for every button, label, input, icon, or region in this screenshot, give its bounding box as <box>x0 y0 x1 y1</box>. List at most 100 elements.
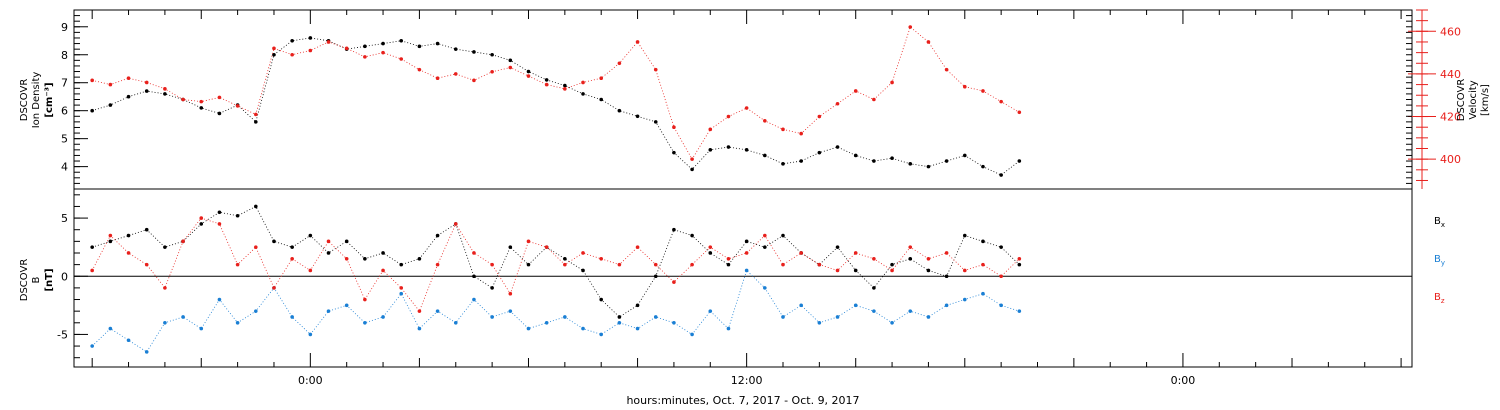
top-y2tick-label-2: 440 <box>1440 68 1461 81</box>
bx-point <box>472 274 476 279</box>
by-point <box>326 309 331 313</box>
by-point <box>617 320 622 325</box>
top-ylabel-line1: DSCOVR <box>19 79 30 122</box>
density-point <box>435 41 440 46</box>
top-ytick-label-5: 9 <box>61 21 68 34</box>
density-point <box>781 162 785 166</box>
velocity-point <box>617 61 622 66</box>
bx-point <box>381 251 385 255</box>
by-point <box>653 315 658 319</box>
velocity-point <box>563 87 567 91</box>
by-point <box>417 326 422 331</box>
bx-point <box>163 245 167 249</box>
bz-point <box>599 257 604 261</box>
density-point <box>526 69 531 74</box>
velocity-point <box>417 67 422 72</box>
top-panel-frame <box>73 9 1413 190</box>
density-point <box>817 150 822 155</box>
by-point <box>999 303 1003 308</box>
top-panel: 4 5 6 7 8 9 400 420 440 460 DSCOVR Ion Density [… <box>19 9 1491 190</box>
by-point <box>108 326 113 331</box>
bz-point <box>563 262 567 267</box>
velocity-point <box>744 106 749 110</box>
by-point <box>381 315 385 319</box>
bx-point <box>217 210 222 215</box>
legend-bz: Bz <box>1434 292 1445 305</box>
top-ytick-label-3: 7 <box>61 77 68 90</box>
by-point <box>672 320 676 325</box>
bz-point <box>163 286 167 290</box>
legend: Bx By Bz <box>1434 216 1445 305</box>
bx-series-line <box>92 205 1020 318</box>
bz-point <box>981 262 985 267</box>
by-point <box>363 320 367 325</box>
bz-point <box>926 257 931 261</box>
top-ytick-label-2: 6 <box>61 105 68 118</box>
top-minor-ticks <box>74 15 1412 184</box>
by-point <box>308 332 313 337</box>
by-point <box>526 326 531 331</box>
top-y2label-line1: DSCOVR <box>1456 79 1467 122</box>
density-point <box>399 38 404 43</box>
top-y2label-line3: [km/s] <box>1480 84 1491 116</box>
x-axis-title: hours:minutes, Oct. 7, 2017 - Oct. 9, 20… <box>626 394 859 407</box>
density-point <box>708 148 713 152</box>
density-point <box>144 89 149 93</box>
bx-point <box>981 239 985 244</box>
bottom-ytick-label-1: 0 <box>61 270 68 283</box>
velocity-point <box>199 99 204 104</box>
density-point <box>726 145 731 149</box>
velocity-point <box>599 76 604 80</box>
top-ytick-label-1: 5 <box>61 133 68 146</box>
velocity-point <box>962 84 967 89</box>
bz-point <box>217 222 222 226</box>
legend-bx: Bx <box>1434 216 1445 229</box>
density-point <box>253 120 258 124</box>
velocity-series-line <box>92 26 1020 160</box>
velocity-point <box>126 76 131 80</box>
density-point <box>599 97 604 102</box>
density-point <box>363 44 367 49</box>
density-point <box>563 83 567 88</box>
density-point <box>381 41 385 46</box>
bx-point <box>526 262 531 267</box>
top-y2tick-label-0: 400 <box>1440 153 1461 166</box>
density-point <box>890 156 894 161</box>
velocity-point <box>381 50 385 55</box>
bz-point <box>835 268 840 273</box>
density-point <box>853 153 858 158</box>
density-point <box>926 164 931 169</box>
top-y2tick-label-1: 420 <box>1440 111 1461 124</box>
xtick-label-2: 0:00 <box>1171 374 1196 387</box>
by-point <box>581 326 585 331</box>
by-point <box>763 286 767 290</box>
density-point <box>617 108 622 113</box>
bx-point <box>999 245 1003 249</box>
by-point <box>544 320 549 325</box>
velocity-point <box>217 95 222 100</box>
velocity-point <box>235 104 240 108</box>
bz-point <box>90 268 94 273</box>
bz-point <box>744 251 749 255</box>
density-point <box>490 52 494 57</box>
bottom-ylabel-line3: [nT] <box>44 268 55 291</box>
density-point <box>217 111 222 116</box>
bz-series-line <box>91 217 1020 312</box>
bz-point <box>544 245 549 249</box>
density-point <box>835 145 840 149</box>
bz-point <box>272 286 276 290</box>
density-point <box>999 173 1003 177</box>
bx-point <box>926 268 931 273</box>
bottom-data-points <box>90 204 1022 354</box>
by-point <box>872 309 876 313</box>
velocity-point <box>144 80 149 85</box>
density-point <box>472 50 476 54</box>
bx-point <box>90 245 94 249</box>
bz-point <box>581 251 585 255</box>
bx-point <box>126 233 131 238</box>
bottom-panel: -5 0 5 0:00 12:00 0:00 DSCOVR B [nT] Bx By B… <box>19 10 1445 407</box>
velocity-point <box>272 46 276 51</box>
by-series-line <box>91 269 1020 353</box>
bz-point <box>726 257 731 261</box>
